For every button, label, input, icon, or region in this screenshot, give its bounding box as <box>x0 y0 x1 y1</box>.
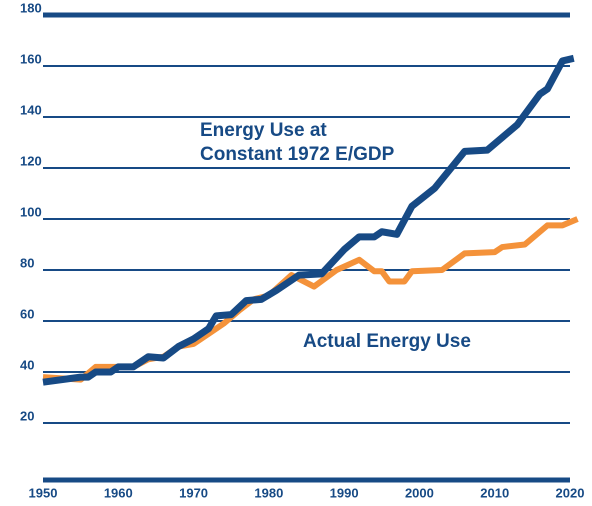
x-tick-label: 2020 <box>556 485 585 500</box>
y-tick-label: 120 <box>20 153 42 168</box>
x-tick-label: 1960 <box>104 485 133 500</box>
y-tick-label: 20 <box>20 408 34 423</box>
x-tick-label: 2000 <box>405 485 434 500</box>
x-tick-label: 1980 <box>254 485 283 500</box>
x-tick-label: 1950 <box>29 485 58 500</box>
x-tick-label: 2010 <box>480 485 509 500</box>
y-tick-label: 100 <box>20 204 42 219</box>
x-tick-label: 1990 <box>330 485 359 500</box>
y-tick-label: 160 <box>20 51 42 66</box>
y-tick-label: 60 <box>20 306 34 321</box>
series-label: Actual Energy Use <box>303 331 471 352</box>
series-line <box>42 54 575 386</box>
x-tick-label: 1970 <box>179 485 208 500</box>
y-tick-label: 40 <box>20 357 34 372</box>
y-tick-label: 140 <box>20 102 42 117</box>
series-label: Energy Use at Constant 1972 E/GDP <box>200 120 395 165</box>
series-line <box>42 216 579 383</box>
y-tick-label: 80 <box>20 255 34 270</box>
y-tick-label: 180 <box>20 0 42 15</box>
